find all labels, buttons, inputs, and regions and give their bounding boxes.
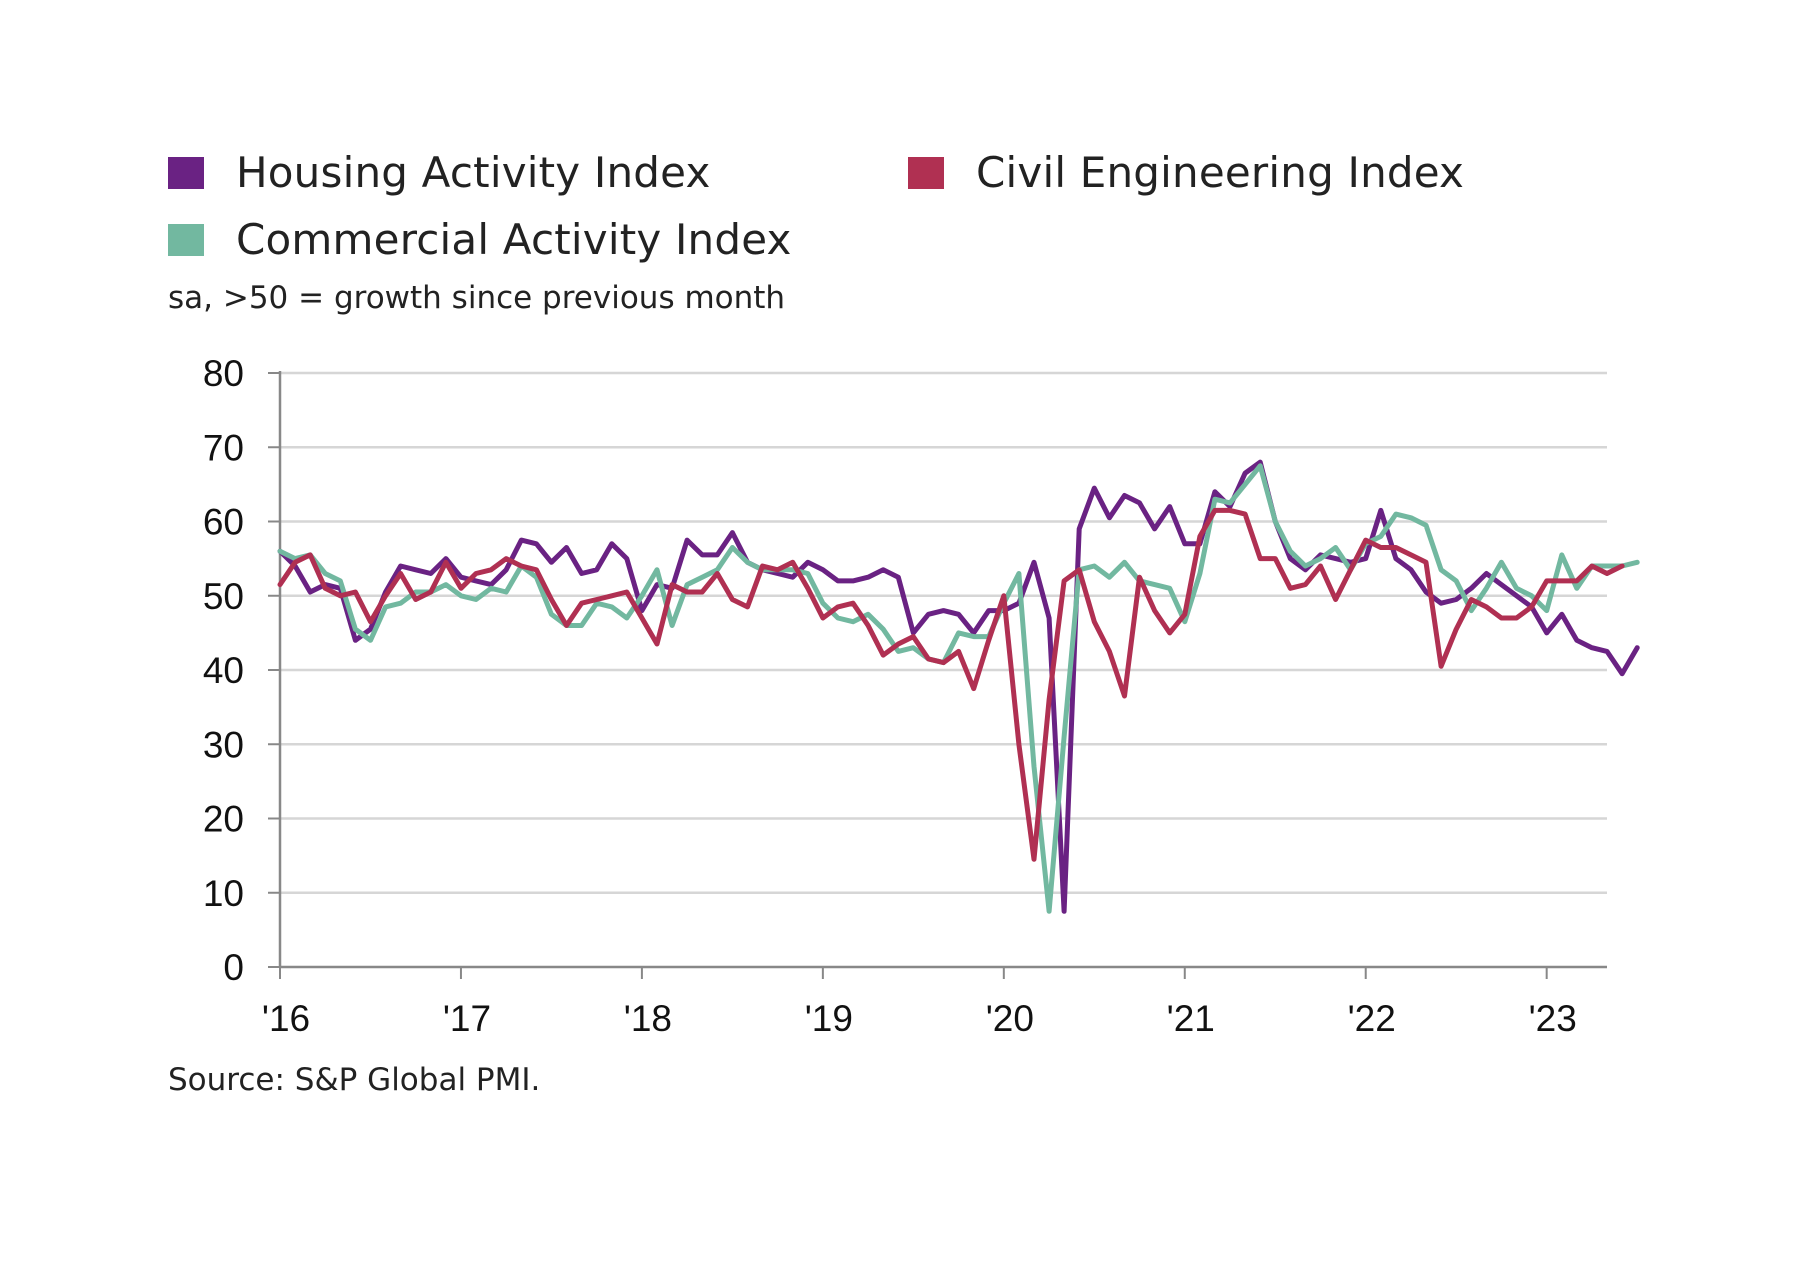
x-tick-label: '23 — [1529, 998, 1577, 1039]
legend-label-civil: Civil Engineering Index — [976, 148, 1465, 197]
x-tick-label: '19 — [805, 998, 853, 1039]
legend-item-housing: Housing Activity Index — [168, 148, 711, 197]
y-tick-label: 70 — [203, 427, 244, 468]
x-tick-label: '20 — [986, 998, 1034, 1039]
civil-series-line — [277, 507, 1625, 862]
x-tick-label: '16 — [262, 998, 310, 1039]
legend-item-commercial: Commercial Activity Index — [168, 215, 792, 264]
y-tick-label: 0 — [223, 947, 244, 988]
x-tick-label: '22 — [1348, 998, 1396, 1039]
x-tick-label: '21 — [1167, 998, 1215, 1039]
y-tick-label: 10 — [203, 873, 244, 914]
commercial-swatch — [168, 223, 204, 256]
x-tick-label: '18 — [624, 998, 672, 1039]
y-tick-label: 20 — [203, 799, 244, 840]
civil-swatch — [908, 156, 944, 189]
y-tick-label: 80 — [203, 353, 244, 394]
legend-item-civil: Civil Engineering Index — [908, 148, 1464, 197]
legend-label-commercial: Commercial Activity Index — [236, 215, 792, 264]
y-tick-label: 30 — [203, 724, 244, 765]
housing-swatch — [168, 156, 204, 189]
y-tick-label: 40 — [203, 650, 244, 691]
legend: Housing Activity Index Civil Engineering… — [168, 148, 1568, 278]
housing-series-line — [277, 459, 1640, 914]
legend-label-housing: Housing Activity Index — [236, 148, 711, 197]
chart-subtitle: sa, >50 = growth since previous month — [168, 280, 786, 316]
y-tick-label: 50 — [203, 576, 244, 617]
y-tick-label: 60 — [203, 502, 244, 543]
x-tick-label: '17 — [443, 998, 491, 1039]
source-note: Source: S&P Global PMI. — [168, 1062, 541, 1098]
commercial-series-line — [277, 463, 1640, 914]
